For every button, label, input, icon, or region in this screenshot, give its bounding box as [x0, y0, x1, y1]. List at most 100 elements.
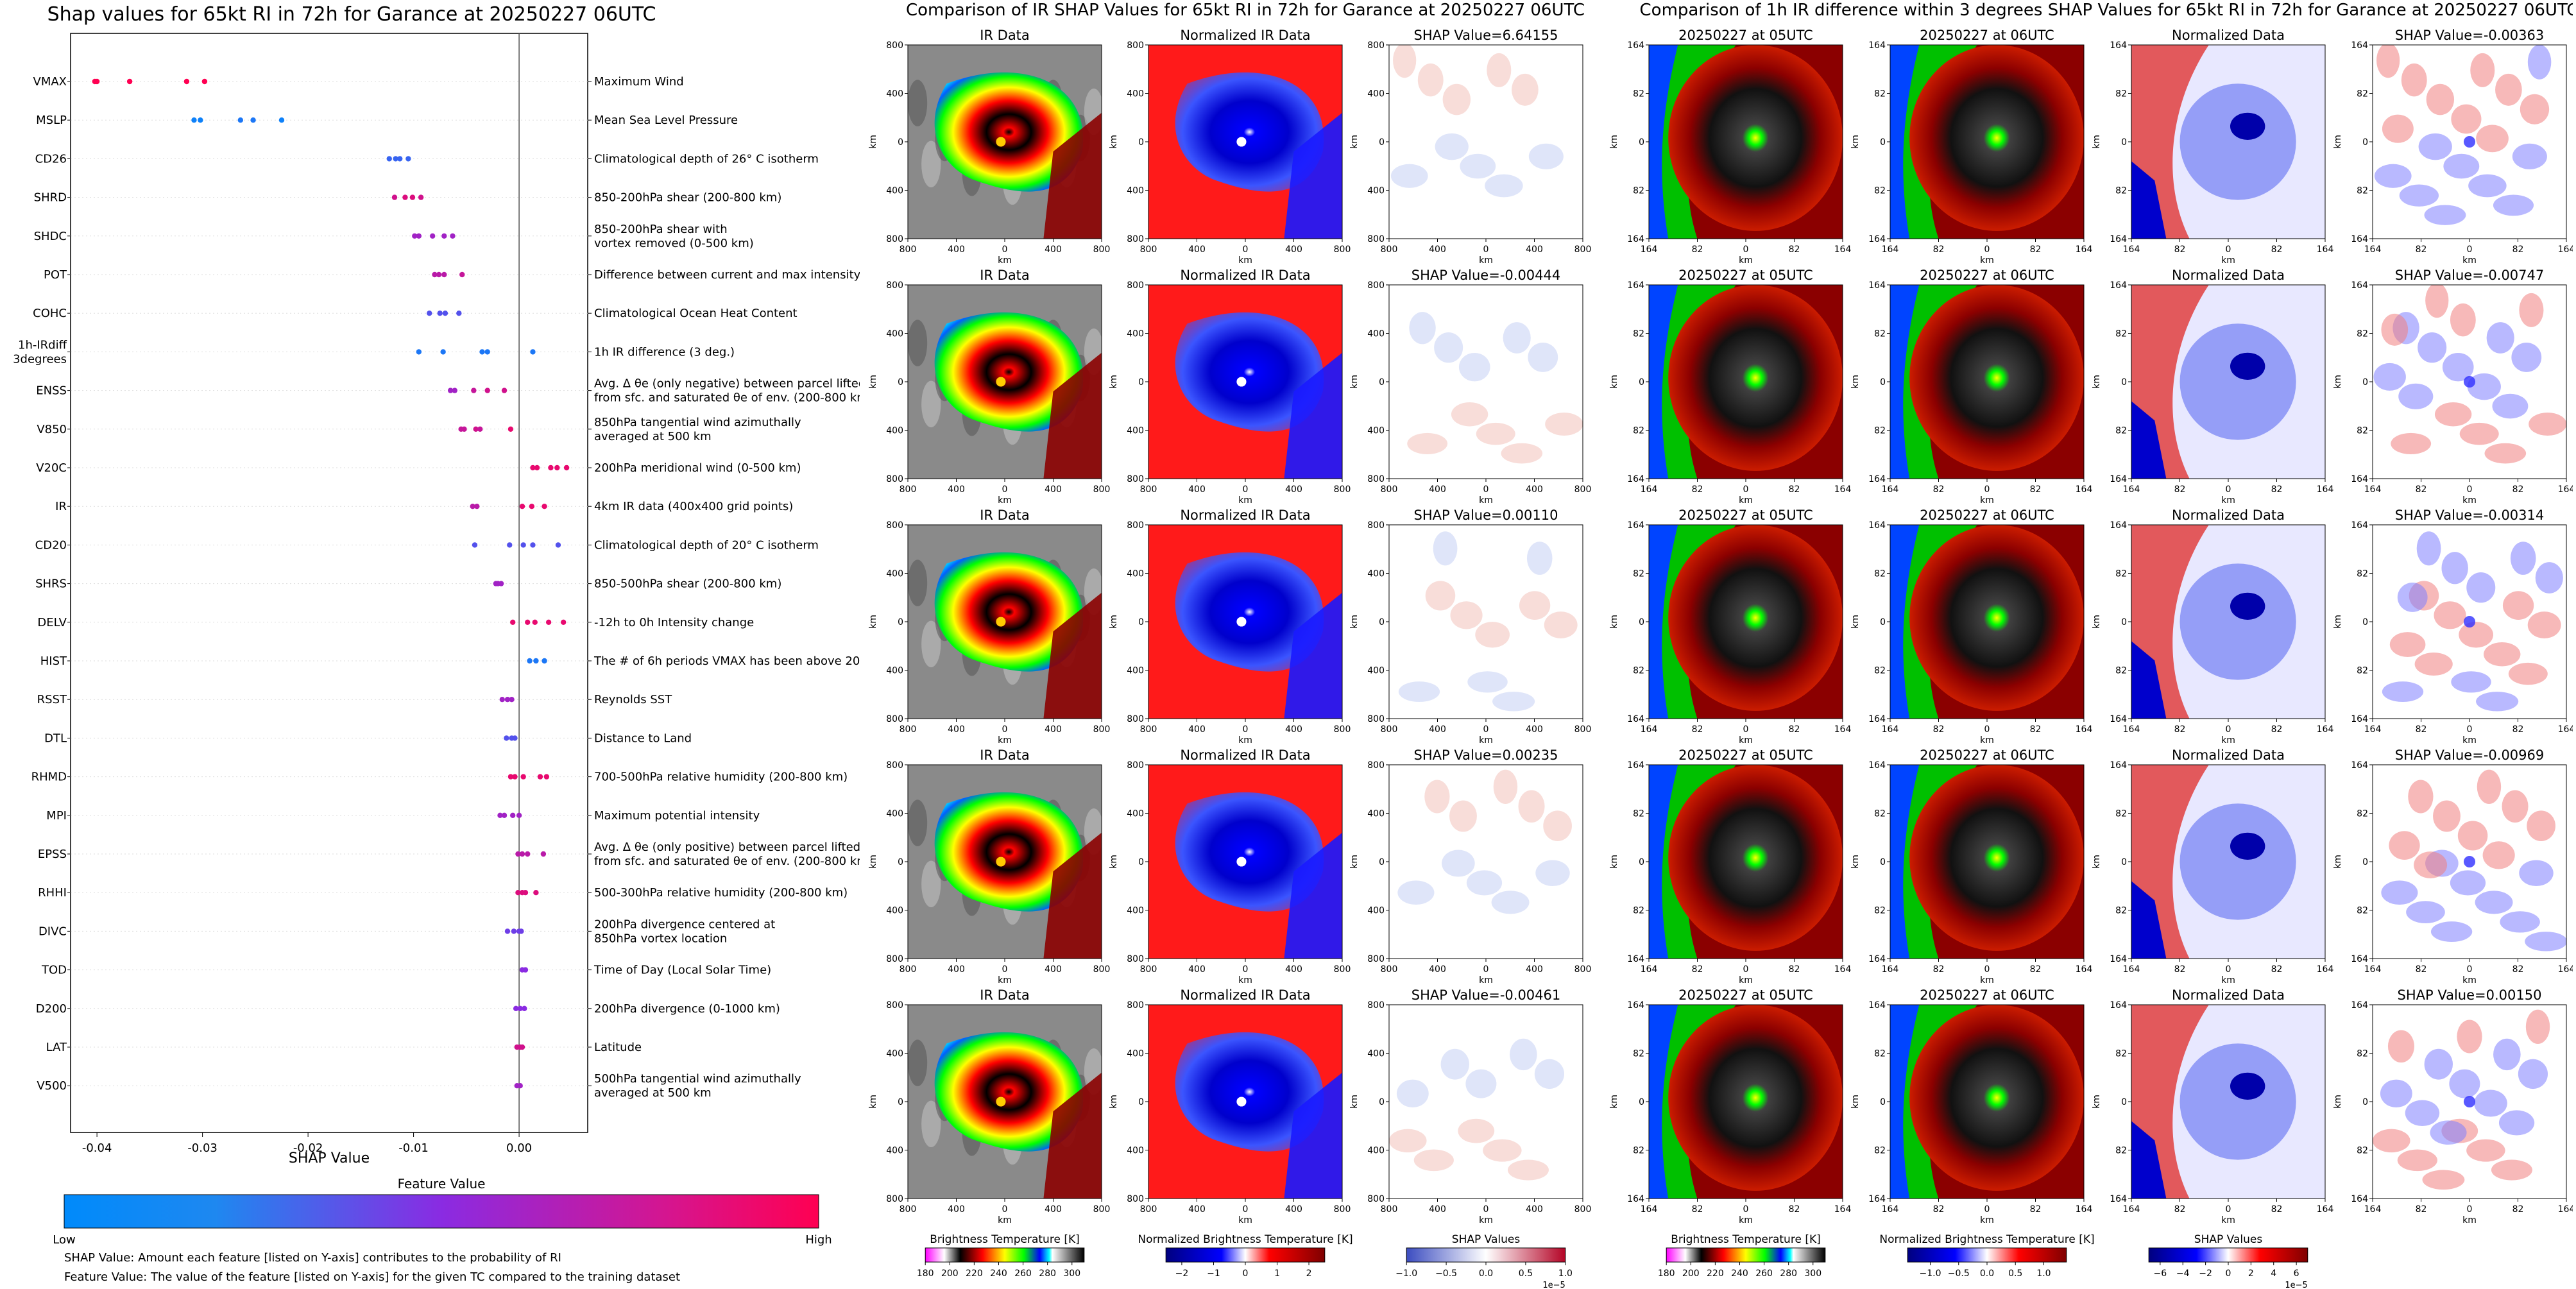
x-tick-label: 800 — [1574, 724, 1592, 735]
y-tick-label: 82 — [1874, 426, 1886, 436]
heatmap-normir — [1148, 45, 1342, 239]
x-tick-label: 0 — [2226, 1204, 2231, 1215]
x-tick-label: 164 — [1882, 244, 1899, 255]
x-axis-label: km — [1739, 735, 1753, 746]
shap-point — [436, 271, 442, 278]
y-tick-label: 82 — [1633, 186, 1644, 196]
shap-blob — [2476, 692, 2519, 712]
cloud-texture — [908, 799, 928, 846]
x-tick-label: 164 — [1882, 484, 1899, 495]
y-tick-label: 82 — [2115, 666, 2127, 676]
y-tick-label: 164 — [1868, 520, 1886, 531]
x-axis-label: km — [1980, 495, 1994, 506]
x-tick-label: 400 — [1045, 484, 1062, 495]
heatmap-normdiff — [2131, 45, 2325, 239]
y-axis-label: km — [1609, 1095, 1619, 1109]
y-tick-label: 164 — [2110, 474, 2127, 484]
ir-shap-heatmap-grid: Comparison of IR SHAP Values for 65kt RI… — [868, 1, 1591, 1289]
heatmap-ir — [908, 45, 1102, 239]
cloud-texture — [921, 620, 941, 667]
heatmap-normdiff — [2131, 1005, 2325, 1199]
x-tick-label: 0 — [2467, 964, 2473, 975]
shap-blob — [1435, 133, 1469, 160]
x-tick-label: 800 — [1334, 484, 1351, 495]
x-tick-label: 164 — [2123, 724, 2140, 735]
negative-region — [2230, 832, 2265, 860]
y-axis-label: km — [2092, 1095, 2102, 1109]
y-tick-label: 164 — [2351, 280, 2368, 291]
y-tick-label: 82 — [1633, 569, 1644, 579]
feature-description: 850hPa tangential wind azimuthally averag… — [594, 416, 801, 443]
x-tick-label: 800 — [1334, 964, 1351, 975]
x-tick-label: 0 — [2467, 1204, 2473, 1215]
shap-blob — [2493, 194, 2534, 216]
shap-point — [548, 465, 554, 471]
shap-point — [477, 426, 483, 432]
ir-panels: IR Data80080040040000400400800800kmkmNor… — [868, 28, 1591, 1225]
outer-band — [1890, 45, 1977, 239]
y-tick-label: 164 — [2351, 40, 2368, 51]
shap-blob — [2451, 104, 2482, 134]
colorbar-tick-label: 180 — [917, 1268, 934, 1279]
y-tick-label: 164 — [2110, 40, 2127, 51]
panel-title: Normalized IR Data — [1180, 987, 1310, 1003]
x-tick-label: 82 — [1692, 964, 1703, 975]
y-tick-label: 400 — [886, 426, 903, 436]
feature-description: Mean Sea Level Pressure — [594, 114, 738, 127]
colorbar-exponent: 1e−5 — [2285, 1281, 2307, 1289]
shap-blob — [1458, 1118, 1495, 1143]
shap-blob — [2459, 622, 2494, 648]
colorbar-tick-label: 300 — [1063, 1268, 1080, 1279]
x-tick-label: 164 — [2076, 244, 2093, 255]
y-tick-label: 400 — [1367, 1049, 1385, 1059]
feature-name: CD20 — [35, 538, 67, 552]
y-tick-label: 164 — [1627, 1000, 1644, 1011]
x-tick-label: -0.04 — [82, 1141, 112, 1155]
feature-description: 850-200hPa shear (200-800 km) — [594, 191, 781, 205]
panel-title: Normalized IR Data — [1180, 508, 1310, 523]
y-tick-label: 400 — [1127, 569, 1144, 579]
x-tick-label: 0.00 — [506, 1141, 532, 1155]
colorbar-label: SHAP Values — [1452, 1233, 1521, 1246]
y-tick-label: 0 — [1880, 617, 1886, 627]
feature-description: Latitude — [594, 1041, 642, 1054]
shap-blob — [2450, 870, 2486, 896]
shap-blob — [2430, 1120, 2467, 1145]
colorbar-label: Normalized Brightness Temperature [K] — [1879, 1233, 2094, 1246]
shap-point — [542, 658, 547, 664]
panel-title: SHAP Value=6.64155 — [1414, 28, 1558, 43]
y-tick-label: 800 — [886, 40, 903, 51]
y-tick-label: 82 — [1874, 1049, 1886, 1059]
feature-name: SHRD — [34, 191, 67, 205]
x-tick-label: 0 — [2467, 724, 2473, 735]
y-axis-label: km — [1349, 615, 1360, 629]
feature-description: 200hPa divergence centered at 850hPa vort… — [594, 918, 775, 945]
y-tick-label: 400 — [1127, 809, 1144, 819]
y-tick-label: 400 — [1367, 329, 1385, 339]
y-tick-label: 164 — [1627, 1194, 1644, 1204]
x-tick-label: 400 — [948, 1204, 965, 1215]
colorbar-label: SHAP Values — [2194, 1233, 2263, 1246]
x-axis-label: km — [2221, 495, 2235, 506]
x-tick-label: 164 — [2317, 1204, 2334, 1215]
shap-blob — [2424, 205, 2466, 225]
y-tick-label: 800 — [886, 954, 903, 964]
y-tick-label: 0 — [1880, 1097, 1886, 1107]
y-tick-label: 800 — [1367, 280, 1385, 291]
x-tick-label: 400 — [1429, 244, 1446, 255]
x-tick-label: 400 — [1188, 484, 1206, 495]
heatmap-normir — [1148, 285, 1342, 479]
panel-title: IR Data — [980, 28, 1030, 43]
y-tick-label: 82 — [2115, 1049, 2127, 1059]
y-axis-label: km — [2092, 375, 2102, 389]
x-tick-label: 164 — [2558, 484, 2573, 495]
x-tick-label: 800 — [1093, 484, 1111, 495]
y-tick-label: 164 — [1627, 280, 1644, 291]
cloud-band — [1284, 352, 1342, 479]
heatmap-shap — [1389, 1005, 1583, 1199]
shap-point — [501, 812, 508, 819]
x-tick-label: 0 — [1243, 484, 1249, 495]
heatmap-ir2 — [1890, 1005, 2084, 1199]
x-tick-label: 82 — [2271, 1204, 2283, 1215]
shap-point — [530, 542, 536, 548]
